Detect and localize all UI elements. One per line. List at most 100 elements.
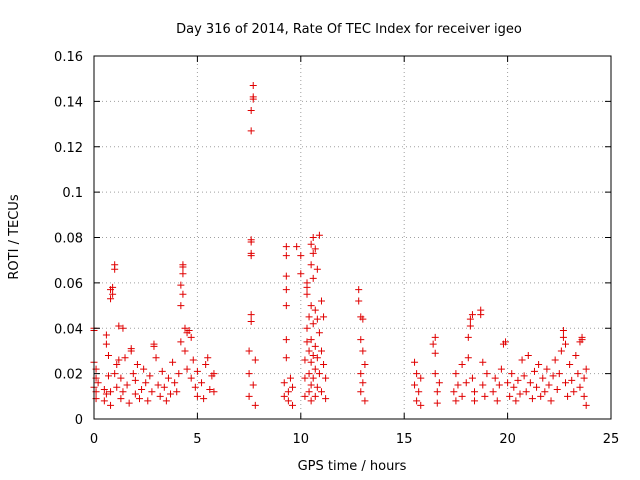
data-point: [179, 290, 187, 298]
data-point: [249, 381, 257, 389]
data-point: [167, 390, 175, 398]
data-point: [305, 388, 313, 396]
data-point: [413, 370, 421, 378]
data-point: [115, 322, 123, 330]
data-point: [359, 347, 367, 355]
data-point: [477, 306, 485, 314]
data-point: [580, 392, 588, 400]
data-point: [181, 324, 189, 332]
data-point: [411, 381, 419, 389]
data-point: [417, 374, 425, 382]
data-point: [160, 383, 168, 391]
data-point: [468, 374, 476, 382]
data-point: [100, 397, 108, 405]
data-point: [541, 388, 549, 396]
data-points: [90, 81, 590, 409]
data-point: [454, 381, 462, 389]
data-point: [578, 333, 586, 341]
data-point: [574, 370, 582, 378]
data-point: [289, 401, 297, 409]
plot-frame: [93, 55, 612, 420]
data-point: [311, 306, 319, 314]
data-point: [539, 374, 547, 382]
y-tick-label: 0.04: [54, 322, 83, 337]
data-point: [177, 302, 185, 310]
data-point: [566, 361, 574, 369]
data-point: [206, 386, 214, 394]
data-point: [210, 370, 218, 378]
data-point: [572, 351, 580, 359]
data-point: [117, 395, 125, 403]
data-point: [361, 397, 369, 405]
data-point: [464, 333, 472, 341]
data-point: [320, 313, 328, 321]
data-point: [303, 324, 311, 332]
data-point: [315, 329, 323, 337]
data-point: [562, 340, 570, 348]
data-point: [506, 392, 514, 400]
data-point: [280, 379, 288, 387]
data-point: [109, 290, 117, 298]
data-point: [357, 388, 365, 396]
data-point: [247, 106, 255, 114]
data-point: [125, 399, 133, 407]
data-point: [355, 286, 363, 294]
data-point: [309, 249, 317, 257]
data-point: [557, 347, 565, 355]
x-tick-label: 0: [90, 432, 98, 447]
data-point: [305, 347, 313, 355]
data-point: [104, 372, 112, 380]
data-point: [309, 351, 317, 359]
data-point: [537, 392, 545, 400]
data-point: [162, 397, 170, 405]
data-point: [142, 379, 150, 387]
data-point: [533, 383, 541, 391]
data-point: [102, 340, 110, 348]
data-point: [471, 388, 479, 396]
data-point: [102, 390, 110, 398]
data-point: [282, 252, 290, 260]
data-point: [152, 354, 160, 362]
data-point: [495, 381, 503, 389]
data-point: [305, 313, 313, 321]
data-point: [570, 388, 578, 396]
data-point: [115, 356, 123, 364]
data-point: [313, 383, 321, 391]
data-point: [189, 356, 197, 364]
data-point: [185, 327, 193, 335]
data-point: [179, 261, 187, 269]
x-tick-label: 5: [193, 432, 201, 447]
data-point: [479, 381, 487, 389]
data-point: [307, 397, 315, 405]
data-point: [305, 370, 313, 378]
data-point: [528, 395, 536, 403]
data-point: [431, 349, 439, 357]
data-point: [307, 358, 315, 366]
data-point: [549, 372, 557, 380]
data-point: [309, 234, 317, 241]
x-tick-label: 15: [396, 432, 413, 447]
data-point: [504, 379, 512, 387]
data-point: [247, 236, 255, 244]
data-point: [559, 333, 567, 341]
data-point: [564, 392, 572, 400]
x-tick-label: 20: [499, 432, 516, 447]
data-point: [315, 231, 323, 239]
data-point: [138, 386, 146, 394]
data-point: [193, 367, 201, 375]
y-tick-label: 0.08: [54, 232, 83, 247]
y-tick-labels: 0 0.02 0.04 0.06 0.08 0.1 0.12 0.14 0.16: [54, 50, 83, 428]
data-point: [198, 379, 206, 387]
data-point: [429, 340, 437, 348]
data-point: [193, 392, 201, 400]
data-point: [202, 361, 210, 369]
data-point: [117, 374, 125, 382]
data-point: [497, 365, 505, 373]
data-point: [301, 374, 309, 382]
data-point: [109, 283, 117, 291]
data-point: [516, 390, 524, 398]
data-point: [307, 261, 315, 269]
data-point: [119, 388, 127, 396]
data-point: [113, 361, 121, 369]
